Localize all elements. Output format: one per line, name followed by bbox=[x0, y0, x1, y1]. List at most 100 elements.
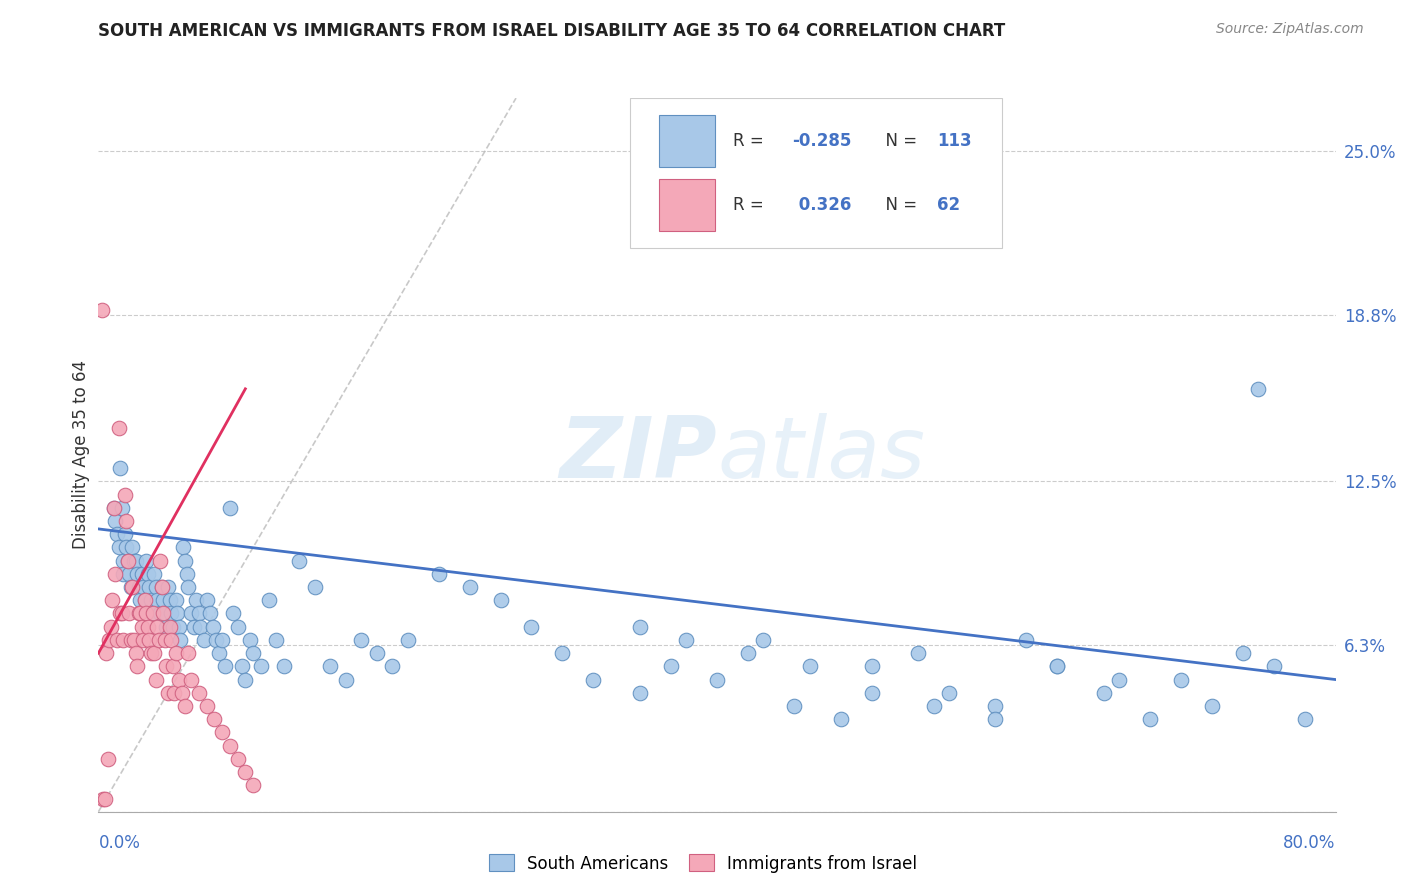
Point bbox=[190, 620, 212, 634]
Point bbox=[984, 712, 1007, 726]
Point bbox=[266, 632, 288, 647]
Point bbox=[120, 580, 142, 594]
Point bbox=[103, 500, 125, 515]
Point bbox=[157, 686, 180, 700]
Point bbox=[111, 607, 134, 621]
Point bbox=[205, 632, 228, 647]
Text: R =: R = bbox=[733, 196, 769, 214]
Point bbox=[142, 607, 165, 621]
Point bbox=[167, 620, 190, 634]
Point bbox=[105, 527, 128, 541]
Point bbox=[350, 632, 373, 647]
Point bbox=[165, 646, 187, 660]
Point bbox=[1139, 712, 1161, 726]
Point bbox=[160, 632, 183, 647]
Point bbox=[193, 632, 215, 647]
Text: 62: 62 bbox=[938, 196, 960, 214]
Point bbox=[922, 698, 945, 713]
Point bbox=[231, 659, 253, 673]
Point bbox=[222, 607, 245, 621]
Point bbox=[628, 686, 651, 700]
Point bbox=[177, 646, 200, 660]
Text: 113: 113 bbox=[938, 132, 972, 150]
Point bbox=[148, 632, 170, 647]
Point bbox=[201, 620, 224, 634]
Point bbox=[127, 566, 149, 581]
Point bbox=[208, 646, 231, 660]
Point bbox=[134, 593, 156, 607]
Point bbox=[149, 554, 172, 568]
Point bbox=[1247, 382, 1270, 396]
Point bbox=[108, 461, 131, 475]
Point bbox=[90, 302, 112, 317]
Point bbox=[132, 632, 155, 647]
Point bbox=[304, 580, 326, 594]
Point bbox=[146, 620, 169, 634]
Point bbox=[335, 673, 357, 687]
Point bbox=[1170, 673, 1192, 687]
Point bbox=[100, 620, 122, 634]
Point bbox=[174, 698, 197, 713]
Point bbox=[173, 541, 195, 555]
Point bbox=[112, 554, 135, 568]
Point bbox=[107, 421, 129, 435]
Text: N =: N = bbox=[876, 196, 922, 214]
Point bbox=[104, 566, 127, 581]
Point bbox=[675, 632, 697, 647]
Point bbox=[174, 554, 197, 568]
Point bbox=[135, 554, 157, 568]
Point bbox=[288, 554, 311, 568]
Point bbox=[132, 580, 155, 594]
Point bbox=[1015, 632, 1038, 647]
Point bbox=[783, 698, 806, 713]
Point bbox=[166, 607, 188, 621]
Point bbox=[98, 632, 121, 647]
Point bbox=[117, 554, 139, 568]
Point bbox=[1263, 659, 1285, 673]
Point bbox=[273, 659, 295, 673]
Point bbox=[659, 659, 682, 673]
Point bbox=[706, 673, 728, 687]
Point bbox=[177, 580, 200, 594]
Point bbox=[129, 607, 152, 621]
Point bbox=[131, 566, 153, 581]
Point bbox=[1046, 659, 1069, 673]
Point bbox=[180, 607, 202, 621]
Point bbox=[257, 593, 280, 607]
Point bbox=[115, 514, 138, 528]
Point bbox=[489, 593, 512, 607]
Point bbox=[211, 725, 233, 739]
Point bbox=[111, 500, 134, 515]
Point bbox=[153, 632, 176, 647]
Point bbox=[120, 632, 142, 647]
Point bbox=[180, 673, 202, 687]
Point bbox=[145, 673, 167, 687]
Point bbox=[134, 593, 156, 607]
Point bbox=[235, 673, 257, 687]
Point bbox=[121, 580, 143, 594]
Point bbox=[128, 580, 150, 594]
Text: 0.326: 0.326 bbox=[793, 196, 851, 214]
Point bbox=[242, 646, 264, 660]
Point bbox=[122, 632, 145, 647]
Point bbox=[1092, 686, 1115, 700]
Point bbox=[1046, 659, 1069, 673]
Point bbox=[239, 632, 262, 647]
Point bbox=[159, 620, 181, 634]
Point bbox=[458, 580, 481, 594]
Text: -0.285: -0.285 bbox=[793, 132, 852, 150]
Point bbox=[582, 673, 605, 687]
Point bbox=[242, 778, 264, 792]
Point bbox=[93, 791, 115, 805]
Point bbox=[138, 632, 160, 647]
Point bbox=[112, 566, 135, 581]
Point bbox=[907, 646, 929, 660]
Point bbox=[150, 580, 173, 594]
Point bbox=[115, 541, 138, 555]
FancyBboxPatch shape bbox=[659, 115, 714, 167]
Point bbox=[188, 607, 211, 621]
Point bbox=[108, 607, 131, 621]
Point bbox=[122, 554, 145, 568]
Point bbox=[139, 646, 162, 660]
Point bbox=[152, 607, 174, 621]
